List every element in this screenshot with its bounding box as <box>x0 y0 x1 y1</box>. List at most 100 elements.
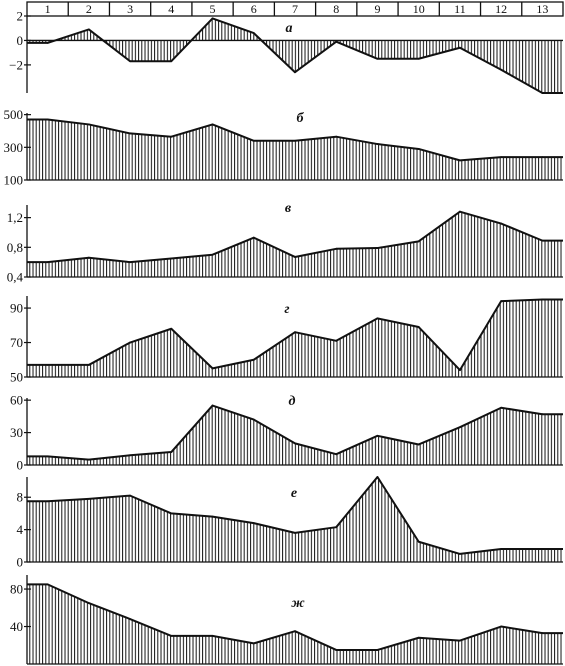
y-tick-label: 0 <box>17 33 24 48</box>
data-point-6 <box>252 522 255 525</box>
data-point-7 <box>294 71 296 74</box>
data-point-12 <box>500 406 503 409</box>
data-point-7 <box>294 531 296 534</box>
y-tick-label: 300 <box>4 140 24 155</box>
data-point-13 <box>541 156 544 159</box>
panel-label: ж <box>291 596 305 611</box>
data-point-4 <box>170 451 173 453</box>
data-point-3 <box>129 261 131 264</box>
data-point-12 <box>500 222 503 225</box>
data-point-4 <box>170 257 173 260</box>
data-point-5 <box>211 367 214 370</box>
panel-а: −2 0 2 а <box>9 9 563 94</box>
data-point-7 <box>294 442 296 445</box>
data-point-11 <box>459 210 461 213</box>
data-point-8 <box>335 339 338 342</box>
data-point-2 <box>87 28 90 31</box>
data-point-9 <box>376 434 379 437</box>
data-point-3 <box>129 341 131 344</box>
area-fill <box>27 299 563 377</box>
data-point-1 <box>46 455 49 458</box>
data-point-8 <box>335 526 338 529</box>
y-tick-label: 80 <box>10 582 23 597</box>
column-header: 1 2 3 4 5 6 7 8 9 10 11 12 13 <box>26 1 564 17</box>
data-point-8 <box>335 247 338 250</box>
data-point-7 <box>294 331 296 334</box>
data-point-4 <box>170 634 173 637</box>
y-tick-label: 50 <box>10 370 23 385</box>
data-point-3 <box>129 60 131 63</box>
data-point-1 <box>46 583 49 586</box>
data-point-1 <box>46 118 49 121</box>
data-point-11 <box>459 159 461 162</box>
data-point-9 <box>376 476 379 478</box>
y-tick-label: 0 <box>17 458 24 473</box>
column-number: 12 <box>495 2 507 16</box>
data-point-11 <box>459 553 461 555</box>
area-fill <box>27 119 563 180</box>
y-tick-label: 0 <box>17 555 24 570</box>
data-point-8 <box>335 40 338 43</box>
data-point-2 <box>87 497 90 500</box>
y-tick-label: 90 <box>10 301 23 316</box>
data-point-10 <box>417 636 420 639</box>
column-number: 9 <box>374 2 380 16</box>
panels: −2 0 2 а 100 300 500 б 0,4 0,8 1,2 в 50 70 90 г 0 30 60 д 0 4… <box>4 9 563 665</box>
data-point-3 <box>129 494 131 497</box>
data-point-10 <box>417 240 420 243</box>
data-point-5 <box>211 253 214 256</box>
column-number: 6 <box>251 2 257 16</box>
y-tick-label: −2 <box>9 57 23 72</box>
y-tick-label: 60 <box>10 393 23 408</box>
data-point-13 <box>541 413 544 416</box>
data-point-13 <box>541 298 544 301</box>
y-tick-label: 100 <box>4 173 24 188</box>
data-point-12 <box>500 68 503 71</box>
column-number: 11 <box>454 2 466 16</box>
header-frame <box>26 1 564 17</box>
column-number: 13 <box>536 2 548 16</box>
data-point-10 <box>417 443 420 446</box>
data-point-8 <box>335 135 338 138</box>
panel-label: д <box>289 394 296 409</box>
data-point-7 <box>294 139 296 142</box>
column-number: 10 <box>413 2 425 16</box>
area-fill <box>27 477 563 562</box>
area-fill <box>27 18 563 94</box>
area-fill <box>27 584 563 664</box>
data-point-5 <box>211 634 214 637</box>
y-tick-label: 30 <box>10 425 23 440</box>
data-point-2 <box>87 256 90 259</box>
data-point-4 <box>170 60 173 63</box>
data-point-11 <box>459 369 461 372</box>
y-tick-label: 40 <box>10 619 23 634</box>
data-point-3 <box>129 454 131 457</box>
column-number: 4 <box>168 2 174 16</box>
data-point-12 <box>500 548 503 550</box>
data-point-3 <box>129 618 131 620</box>
column-number: 2 <box>86 2 92 16</box>
data-point-9 <box>376 143 379 145</box>
column-number: 8 <box>333 2 339 16</box>
data-point-5 <box>211 404 214 407</box>
y-tick-label: 500 <box>4 107 24 122</box>
data-point-13 <box>541 92 544 94</box>
y-tick-label: 0,4 <box>7 270 24 285</box>
panel-label: а <box>286 21 293 36</box>
data-point-4 <box>170 512 173 515</box>
panel-д: 0 30 60 д <box>10 393 563 473</box>
y-tick-label: 0,8 <box>7 240 23 255</box>
data-point-13 <box>541 548 544 550</box>
data-point-9 <box>376 57 379 60</box>
data-point-11 <box>459 46 461 49</box>
y-tick-label: 2 <box>17 9 24 24</box>
data-point-7 <box>294 256 296 258</box>
panel-label: г <box>284 302 289 317</box>
data-point-5 <box>211 17 214 20</box>
data-point-10 <box>417 540 420 543</box>
panel-б: 100 300 500 б <box>4 107 563 188</box>
data-point-13 <box>541 632 544 634</box>
y-tick-label: 4 <box>17 522 24 537</box>
panel-г: 50 70 90 г <box>10 296 563 385</box>
